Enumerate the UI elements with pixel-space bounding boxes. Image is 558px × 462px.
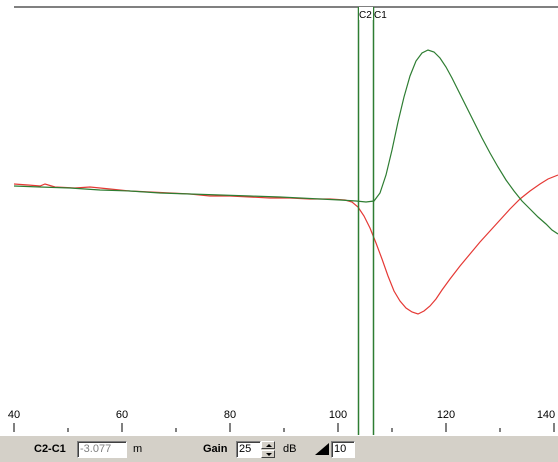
gain-spin-up-button[interactable] <box>261 441 275 449</box>
tick-label: 120 <box>437 409 455 421</box>
delta-value-field[interactable]: -3.077 <box>77 441 127 458</box>
gain-unit: dB <box>283 443 297 455</box>
arrow-down-icon <box>266 453 272 456</box>
tick-label: 100 <box>329 409 347 421</box>
ramp-input[interactable]: 10 <box>331 441 355 458</box>
arrow-up-icon <box>266 444 272 447</box>
cursor-c1-label: C1 <box>374 10 387 21</box>
x-axis: 40 60 80 100 120 140 <box>8 409 555 432</box>
gain-label: Gain <box>203 443 228 455</box>
tick-label: 60 <box>116 409 128 421</box>
green-trace <box>13 49 558 235</box>
red-trace <box>13 174 558 315</box>
ramp-icon <box>315 443 329 455</box>
gain-spinner[interactable] <box>261 441 275 458</box>
gain-input[interactable]: 25 <box>236 441 261 458</box>
gain-spin-down-button[interactable] <box>261 450 275 458</box>
bottom-toolbar: C2-C1 -3.077 m Gain 25 dB 10 <box>0 435 558 462</box>
cursor-label-bg <box>359 7 373 20</box>
cursor-c2-label: C2 <box>359 10 372 21</box>
delta-unit: m <box>133 443 143 455</box>
tick-label: 80 <box>224 409 236 421</box>
tick-label: 140 <box>537 409 555 421</box>
tick-label: 40 <box>8 409 20 421</box>
delta-label: C2-C1 <box>34 443 66 455</box>
